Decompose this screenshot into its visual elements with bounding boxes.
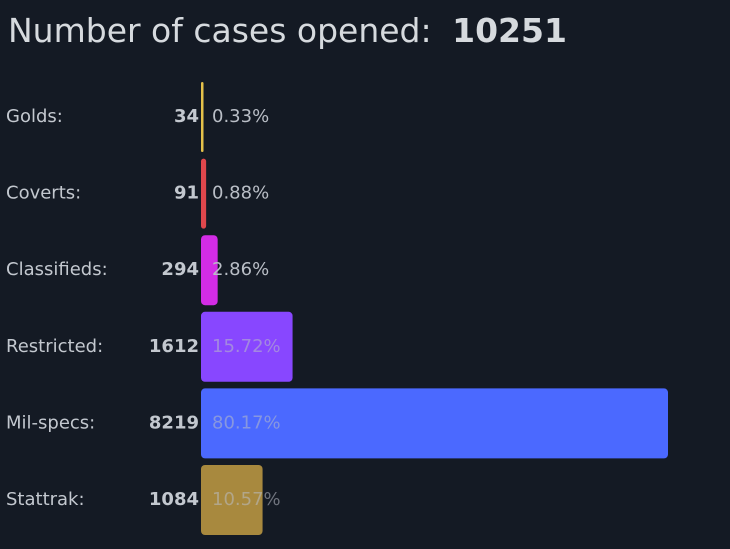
count-label: 8219 [149, 412, 199, 433]
category-label: Golds: [6, 106, 63, 127]
bar [201, 82, 204, 152]
count-label: 1084 [149, 489, 199, 510]
percent-label: 2.86% [212, 259, 269, 280]
bar [201, 465, 263, 535]
category-label: Stattrak: [6, 489, 85, 510]
count-label: 91 [174, 183, 199, 204]
title-text: Number of cases opened: [8, 11, 432, 50]
count-label: 294 [161, 259, 199, 280]
percent-label: 80.17% [212, 412, 281, 433]
percent-label: 10.57% [212, 489, 281, 510]
bar [201, 388, 668, 459]
category-label: Restricted: [6, 336, 103, 357]
count-label: 1612 [149, 336, 199, 357]
category-label: Coverts: [6, 183, 81, 204]
percent-label: 0.88% [212, 183, 269, 204]
category-label: Mil-specs: [6, 412, 95, 433]
bar [201, 311, 293, 382]
count-label: 34 [174, 106, 199, 127]
category-label: Classifieds: [6, 259, 108, 280]
chart-title: Number of cases opened: 10251 [8, 11, 567, 50]
bar [201, 158, 207, 229]
percent-label: 15.72% [212, 336, 281, 357]
total-count: 10251 [452, 11, 567, 50]
bar [201, 235, 218, 306]
percent-label: 0.33% [212, 106, 269, 127]
